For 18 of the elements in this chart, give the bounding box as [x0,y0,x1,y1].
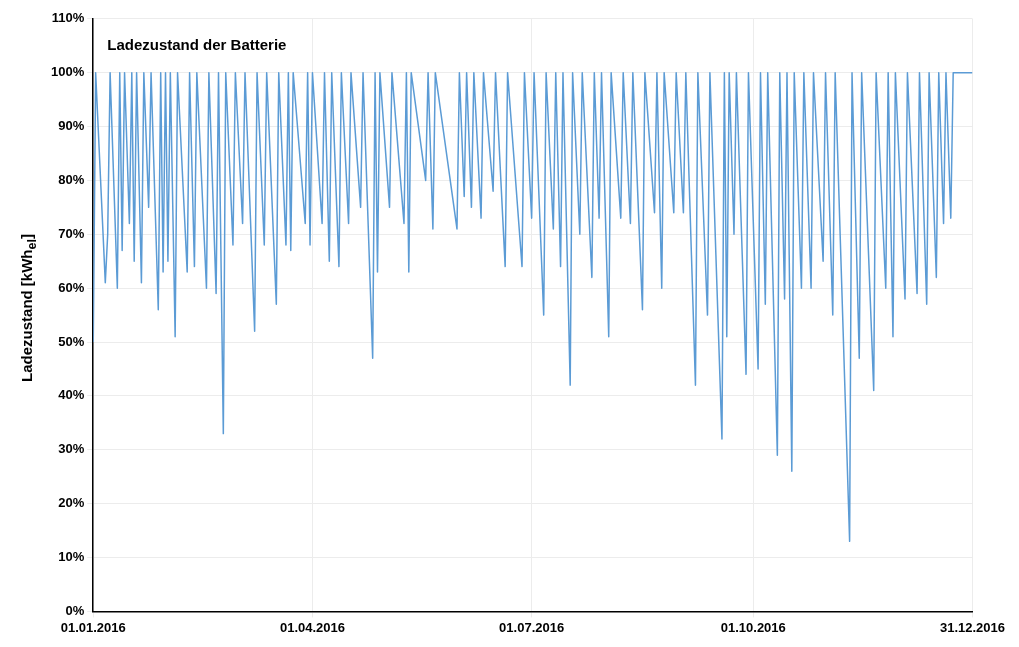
y-tick-label: 80% [58,172,85,187]
y-tick-label: 10% [58,549,85,565]
x-tick-label: 01.07.2016 [499,619,565,635]
y-tick-label: 40% [58,387,85,403]
y-tick-label: 100% [51,64,85,80]
y-tick-label: 70% [58,225,85,241]
x-tick-label: 01.01.2016 [60,619,126,635]
text: Ladezustand der Batterie [107,35,287,53]
x-tick-label: 31.12.2016 [939,619,1006,635]
x-tick-label: 01.10.2016 [720,619,786,635]
x-tick-label: 01.04.2016 [279,619,345,635]
y-tick-label: 0% [65,602,85,618]
y-tick-label: 90% [58,118,85,134]
y-tick-label: 110% [51,10,85,26]
y-tick-label: 20% [58,495,85,511]
y-tick-label: 60% [58,279,85,295]
y-tick-label: 30% [58,441,85,457]
y-tick-label: 50% [58,333,85,349]
